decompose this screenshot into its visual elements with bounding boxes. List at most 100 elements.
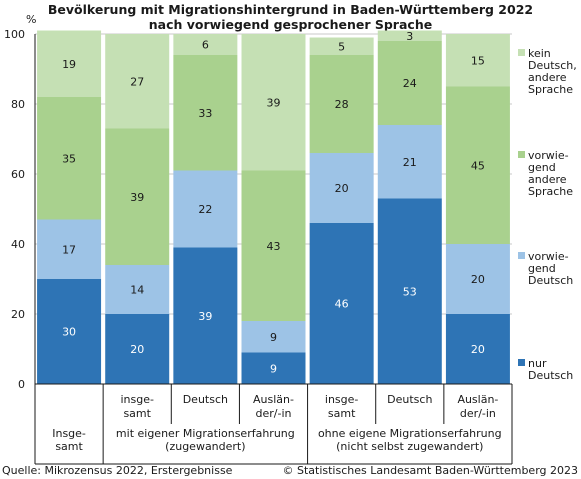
bar-segment xyxy=(309,55,374,153)
data-label: 17 xyxy=(62,243,76,256)
data-label: 20 xyxy=(130,343,144,356)
bar-segment xyxy=(105,265,170,314)
data-label: 35 xyxy=(62,152,76,165)
bar-segment xyxy=(105,34,170,129)
legend-label: Deutsch xyxy=(528,274,573,287)
legend-label: gend xyxy=(528,262,556,275)
chart-title-line-2: nach vorwiegend gesprochener Sprache xyxy=(148,17,433,32)
data-label: 30 xyxy=(62,326,76,339)
data-label: 43 xyxy=(267,240,281,253)
copyright-note: © Statistisches Landesamt Baden-Württemb… xyxy=(282,464,578,477)
bar-segment xyxy=(377,125,442,199)
data-label: 6 xyxy=(202,39,209,52)
category-label: Deutsch xyxy=(183,393,228,406)
data-label: 3 xyxy=(406,30,413,43)
data-label: 15 xyxy=(471,54,485,67)
data-label: 39 xyxy=(130,191,144,204)
data-label: 46 xyxy=(335,298,349,311)
chart-title: Bevölkerung mit Migrationshintergrund in… xyxy=(0,2,581,32)
category-label: insge- xyxy=(120,393,154,406)
bar-segment xyxy=(445,244,510,314)
bar-segment xyxy=(377,30,442,41)
data-label: 22 xyxy=(198,203,212,216)
group-label: Insge- xyxy=(52,427,86,440)
group-label: samt xyxy=(55,440,83,453)
y-tick-label: 100 xyxy=(4,28,25,41)
legend-label: gend xyxy=(528,161,556,174)
data-label: 14 xyxy=(130,284,144,297)
category-label: Deutsch xyxy=(387,393,432,406)
bar-segment xyxy=(445,34,510,87)
legend-label: nur xyxy=(528,357,547,370)
group-label: (zugewandert) xyxy=(165,440,245,453)
data-label: 53 xyxy=(403,285,417,298)
y-axis-unit: % xyxy=(26,13,37,26)
data-label: 9 xyxy=(270,362,277,375)
category-label: samt xyxy=(123,407,151,420)
legend-label: Sprache xyxy=(528,83,573,96)
bar-segment xyxy=(241,170,306,321)
legend-swatch xyxy=(518,151,525,158)
chart-title-line-1: Bevölkerung mit Migrationshintergrund in… xyxy=(47,2,534,17)
bar-segment xyxy=(445,86,510,244)
bar-segment xyxy=(37,97,102,220)
category-label: insge- xyxy=(325,393,359,406)
bar-segment xyxy=(105,314,170,384)
legend-swatch xyxy=(518,252,525,259)
data-label: 24 xyxy=(403,77,417,90)
data-label: 20 xyxy=(335,182,349,195)
data-label: 27 xyxy=(130,75,144,88)
legend-swatch xyxy=(518,359,525,366)
legend-label: Deutsch, xyxy=(528,59,577,72)
data-label: 39 xyxy=(198,310,212,323)
bar-segment xyxy=(309,223,374,384)
bar-segment xyxy=(173,170,238,248)
bar-segment xyxy=(309,37,374,55)
bar-segment xyxy=(377,41,442,125)
data-label: 9 xyxy=(270,331,277,344)
legend-label: kein xyxy=(528,47,551,60)
bar-segment xyxy=(37,219,102,279)
y-tick-label: 80 xyxy=(11,98,25,111)
y-tick-label: 60 xyxy=(11,168,25,181)
data-label: 19 xyxy=(62,58,76,71)
category-label: samt xyxy=(328,407,356,420)
group-label: (nicht selbst zugewandert) xyxy=(336,440,483,453)
category-label: Auslän- xyxy=(253,393,294,406)
data-label: 45 xyxy=(471,159,485,172)
y-tick-label: 40 xyxy=(11,238,25,251)
bar-segment xyxy=(37,30,102,97)
bar-segment xyxy=(445,314,510,384)
data-label: 28 xyxy=(335,98,349,111)
group-label: ohne eigene Migrationserfahrung xyxy=(318,427,502,440)
bar-segment xyxy=(241,34,306,171)
y-tick-label: 20 xyxy=(11,308,25,321)
bar-segment xyxy=(173,34,238,55)
legend-label: Sprache xyxy=(528,185,573,198)
group-label: mit eigener Migrationserfahrung xyxy=(116,427,295,440)
data-label: 21 xyxy=(403,156,417,169)
bar-segment xyxy=(105,128,170,265)
legend-label: vorwie- xyxy=(528,250,569,263)
y-tick-label: 0 xyxy=(18,378,25,391)
category-label: der/-in xyxy=(460,407,496,420)
data-label: 39 xyxy=(267,96,281,109)
bar-segment xyxy=(173,55,238,171)
category-label: der/-in xyxy=(256,407,292,420)
legend-label: andere xyxy=(528,71,567,84)
source-note: Quelle: Mikrozensus 2022, Erstergebnisse xyxy=(2,464,233,477)
category-label: Auslän- xyxy=(457,393,498,406)
bar-segment xyxy=(377,198,442,384)
legend-label: vorwie- xyxy=(528,149,569,162)
legend-label: Deutsch xyxy=(528,369,573,382)
legend-swatch xyxy=(518,49,525,56)
bar-segment xyxy=(37,279,102,384)
bar-segment xyxy=(241,321,306,353)
data-label: 5 xyxy=(338,40,345,53)
bar-segment xyxy=(241,352,306,384)
data-label: 20 xyxy=(471,273,485,286)
bar-segment xyxy=(309,153,374,223)
data-label: 33 xyxy=(198,107,212,120)
legend-label: andere xyxy=(528,173,567,186)
